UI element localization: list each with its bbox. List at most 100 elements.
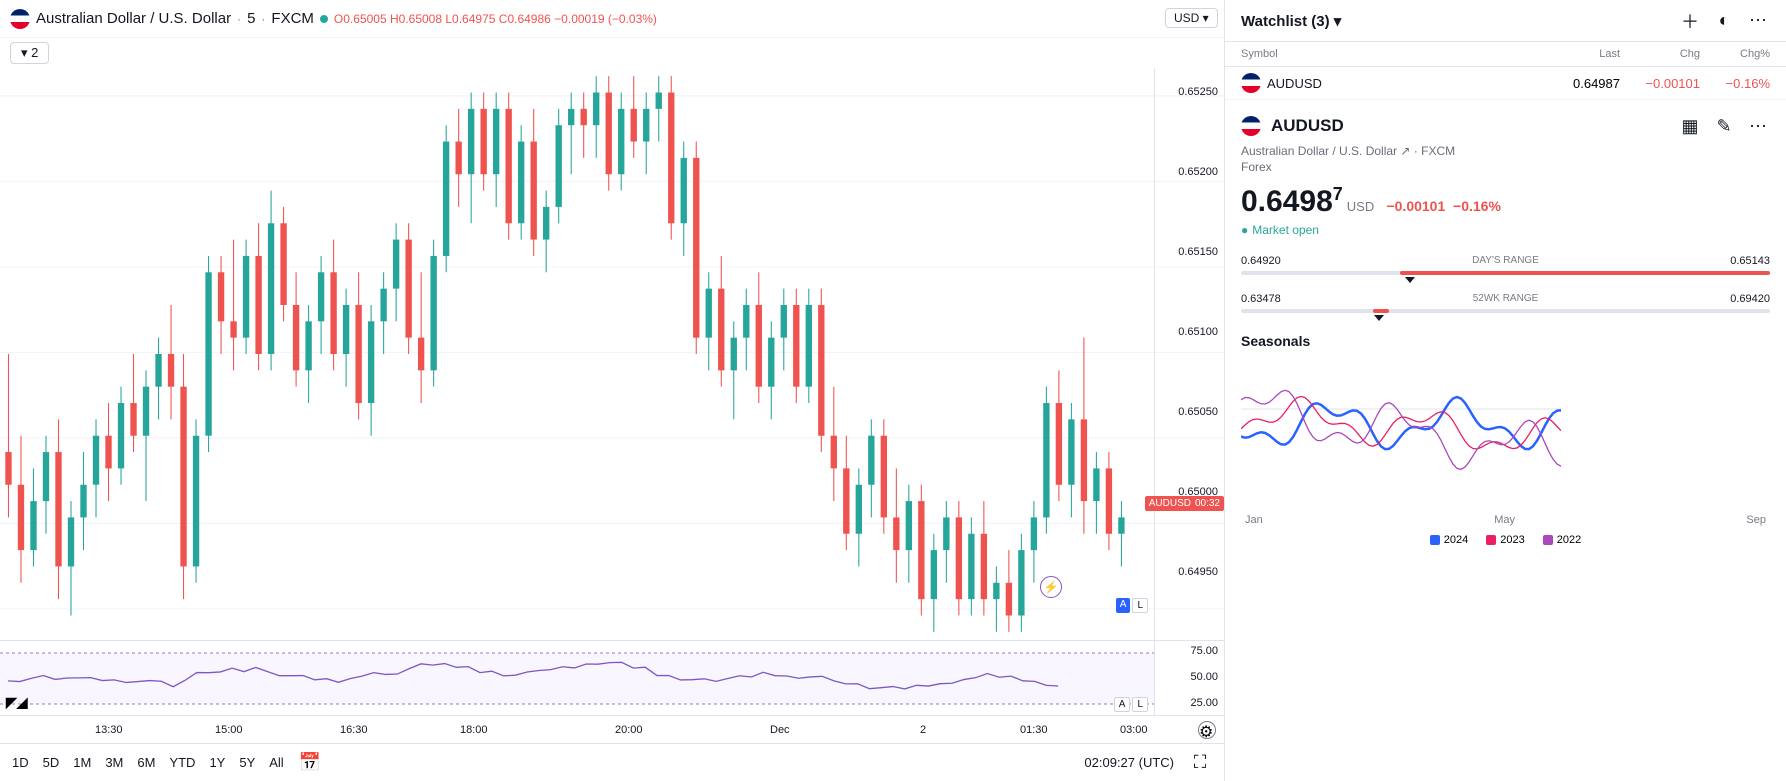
tradingview-logo-icon: ◤◢ xyxy=(6,694,28,711)
seasonals-legend: 2024 2023 2022 xyxy=(1241,534,1770,546)
price-axis-label: 0.65000 xyxy=(1178,486,1218,498)
time-axis-label: 2 xyxy=(920,724,926,736)
time-axis-label: 13:30 xyxy=(95,724,123,736)
calendar-icon[interactable]: 📅 xyxy=(298,751,322,775)
auto-scale-badge[interactable]: A xyxy=(1114,697,1131,712)
row-last: 0.64987 xyxy=(1550,76,1620,91)
grid-layout-icon[interactable]: ▦ xyxy=(1678,114,1702,138)
time-axis-settings-icon[interactable]: ⚙ xyxy=(1198,721,1216,739)
live-status-icon xyxy=(320,15,328,23)
time-axis-label: 18:00 xyxy=(460,724,488,736)
ohlc-high: H0.65008 xyxy=(390,12,442,26)
time-axis-label: Dec xyxy=(770,724,790,736)
row-chgp: −0.16% xyxy=(1700,76,1770,91)
col-chg[interactable]: Chg xyxy=(1620,48,1700,60)
day-range: 0.64920 DAY'S RANGE 0.65143 xyxy=(1241,255,1770,275)
day-range-high: 0.65143 xyxy=(1730,255,1770,267)
rsi-axis-label: 25.00 xyxy=(1190,697,1218,709)
range-button-1d[interactable]: 1D xyxy=(12,755,29,770)
symbol-title[interactable]: Australian Dollar / U.S. Dollar xyxy=(36,10,231,27)
more-menu-icon[interactable]: ⋯ xyxy=(1746,9,1770,33)
52wk-range: 0.6347852WK RANGE0.69420 xyxy=(1241,293,1770,313)
col-symbol[interactable]: Symbol xyxy=(1241,48,1550,60)
wk52-low: 0.63478 xyxy=(1241,293,1281,305)
seasonals-title: Seasonals xyxy=(1241,333,1770,349)
time-axis-label: 20:00 xyxy=(615,724,643,736)
time-axis-label: 03:00 xyxy=(1120,724,1148,736)
price-axis-label: 0.65100 xyxy=(1178,326,1218,338)
interval-label[interactable]: 5 xyxy=(247,10,255,27)
time-axis-label: 16:30 xyxy=(340,724,368,736)
chart-main-area: Australian Dollar / U.S. Dollar · 5 · FX… xyxy=(0,0,1225,781)
col-last[interactable]: Last xyxy=(1550,48,1620,60)
rsi-axis-label: 50.00 xyxy=(1190,671,1218,683)
add-symbol-icon[interactable]: ＋ xyxy=(1678,9,1702,33)
detail-symbol[interactable]: AUDUSD xyxy=(1271,116,1668,136)
legend-item-2022[interactable]: 2022 xyxy=(1543,534,1581,546)
ohlc-change: −0.00019 xyxy=(554,12,604,26)
chart-header: Australian Dollar / U.S. Dollar · 5 · FX… xyxy=(0,0,1224,38)
price-axis[interactable]: AUDUSD00:32 0.652500.652000.651500.65100… xyxy=(1154,68,1224,640)
watchlist-header: Watchlist (3) ▾ ＋ ◐ ⋯ xyxy=(1225,0,1786,42)
seasonals-chart[interactable] xyxy=(1241,359,1561,509)
row-flag-icon xyxy=(1241,73,1261,93)
title-separator: · xyxy=(237,12,241,26)
pie-chart-icon[interactable]: ◐ xyxy=(1712,9,1736,33)
price-axis-label: 0.65200 xyxy=(1178,166,1218,178)
day-range-title: DAY'S RANGE xyxy=(1472,255,1539,267)
rsi-axis-label: 75.00 xyxy=(1190,645,1218,657)
auto-log-toggle[interactable]: A L xyxy=(1116,598,1148,613)
price-axis-label: 0.65150 xyxy=(1178,246,1218,258)
ohlc-close: C0.64986 xyxy=(499,12,551,26)
detail-full-name: Australian Dollar / U.S. Dollar ↗ · FXCM xyxy=(1241,144,1770,158)
range-button-1m[interactable]: 1M xyxy=(73,755,91,770)
detail-price: 0.64987USD −0.00101 −0.16% xyxy=(1241,184,1770,219)
watchlist-row[interactable]: AUDUSD 0.64987 −0.00101 −0.16% xyxy=(1225,67,1786,100)
price-axis-label: 0.65050 xyxy=(1178,406,1218,418)
edit-icon[interactable]: ✎ xyxy=(1712,114,1736,138)
range-button-3m[interactable]: 3M xyxy=(105,755,123,770)
log-scale-badge[interactable]: L xyxy=(1132,697,1148,712)
ohlc-low: L0.64975 xyxy=(445,12,495,26)
detail-asset-type: Forex xyxy=(1241,160,1770,174)
wk52-high: 0.69420 xyxy=(1730,293,1770,305)
col-chgp[interactable]: Chg% xyxy=(1700,48,1770,60)
day-range-low: 0.64920 xyxy=(1241,255,1281,267)
watchlist-title[interactable]: Watchlist (3) ▾ xyxy=(1241,12,1668,30)
range-button-5d[interactable]: 5D xyxy=(43,755,60,770)
range-button-5y[interactable]: 5Y xyxy=(239,755,255,770)
candlestick-chart[interactable]: AUDUSD00:32 0.652500.652000.651500.65100… xyxy=(0,68,1224,640)
price-axis-label: 0.64950 xyxy=(1178,566,1218,578)
auto-scale-badge[interactable]: A xyxy=(1116,598,1131,613)
row-chg: −0.00101 xyxy=(1620,76,1700,91)
rsi-indicator-panel[interactable]: ◤◢ 75.00 50.00 25.00 A L xyxy=(0,640,1224,715)
lightning-icon[interactable]: ⚡ xyxy=(1040,576,1062,598)
range-button-6m[interactable]: 6M xyxy=(137,755,155,770)
ohlc-open: O0.65005 xyxy=(334,12,387,26)
time-axis-label: 15:00 xyxy=(215,724,243,736)
utc-clock[interactable]: 02:09:27 (UTC) xyxy=(1084,755,1174,770)
legend-item-2024[interactable]: 2024 xyxy=(1430,534,1468,546)
log-scale-badge[interactable]: L xyxy=(1132,598,1148,613)
time-axis-label: 01:30 xyxy=(1020,724,1048,736)
legend-item-2023[interactable]: 2023 xyxy=(1486,534,1524,546)
title-separator: · xyxy=(261,12,265,26)
range-button-1y[interactable]: 1Y xyxy=(209,755,225,770)
currency-selector[interactable]: USD ▾ xyxy=(1165,8,1218,28)
row-symbol: AUDUSD xyxy=(1267,76,1322,91)
detail-more-icon[interactable]: ⋯ xyxy=(1746,114,1770,138)
price-axis-label: 0.65250 xyxy=(1178,86,1218,98)
indicator-auto-log-toggle[interactable]: A L xyxy=(1114,697,1148,712)
layers-button[interactable]: ▾ 2 xyxy=(10,42,49,64)
watchlist-panel: Watchlist (3) ▾ ＋ ◐ ⋯ Symbol Last Chg Ch… xyxy=(1225,0,1786,781)
watchlist-columns: Symbol Last Chg Chg% xyxy=(1225,42,1786,67)
fullscreen-icon[interactable]: ⛶ xyxy=(1188,751,1212,775)
indicator-axis[interactable]: 75.00 50.00 25.00 xyxy=(1154,641,1224,716)
time-axis[interactable]: ⚙ 13:30 15:00 16:30 18:00 20:00 Dec 2 01:30 03:0… xyxy=(0,715,1224,743)
range-button-ytd[interactable]: YTD xyxy=(169,755,195,770)
symbol-detail: AUDUSD ▦ ✎ ⋯ Australian Dollar / U.S. Do… xyxy=(1225,100,1786,560)
detail-flag-icon xyxy=(1241,116,1261,136)
range-button-all[interactable]: All xyxy=(269,755,283,770)
pair-flag-icon xyxy=(10,9,30,29)
seasonals-x-axis: JanMaySep xyxy=(1241,514,1770,526)
